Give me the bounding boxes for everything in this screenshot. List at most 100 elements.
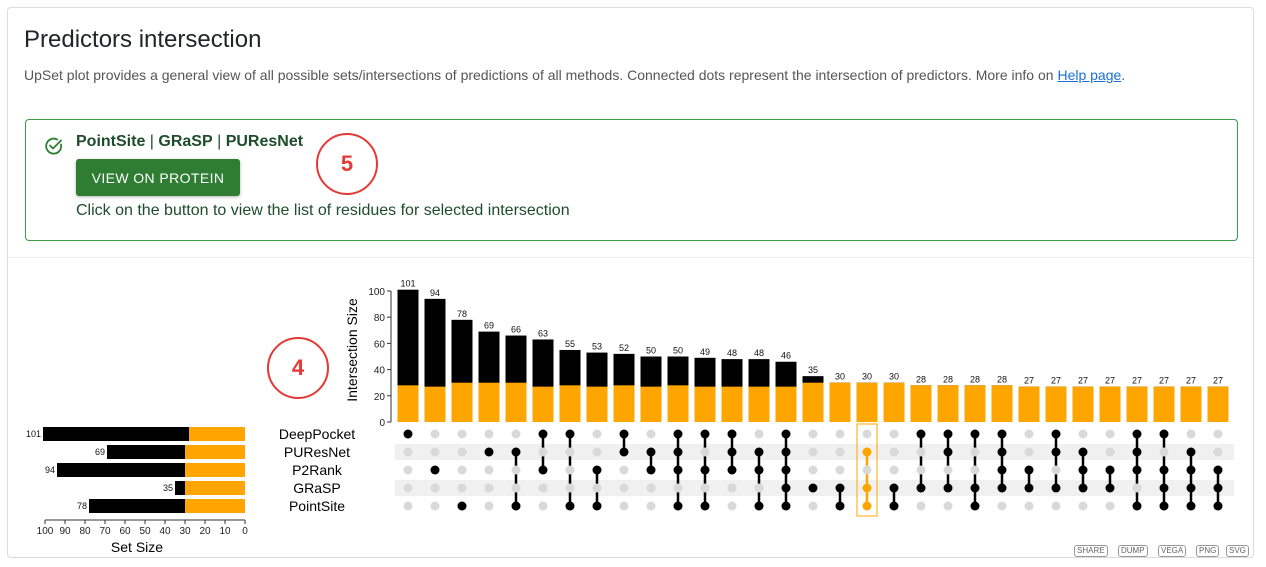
export-vega-button[interactable]: VEGA xyxy=(1158,545,1187,557)
membership-dot-inactive xyxy=(592,429,602,439)
set-size-tick-label: 30 xyxy=(179,526,191,537)
membership-dot-active xyxy=(484,447,494,457)
membership-dot-inactive xyxy=(916,501,926,511)
membership-dot-active xyxy=(727,465,737,475)
set-size-bar-highlight xyxy=(185,481,245,495)
membership-dot-inactive xyxy=(457,429,467,439)
intersection-value-label: 30 xyxy=(862,372,872,382)
membership-dot-inactive xyxy=(538,483,548,493)
export-svg-button[interactable]: SVG xyxy=(1226,545,1249,557)
intersection-bar-highlight xyxy=(883,382,905,422)
membership-dot-active xyxy=(943,429,953,439)
membership-dot-inactive xyxy=(808,447,818,457)
membership-dot-inactive xyxy=(727,483,737,493)
membership-dot-active xyxy=(970,483,980,493)
membership-dot-active xyxy=(1213,483,1223,493)
intersection-value-label: 101 xyxy=(400,279,415,289)
membership-dot-inactive xyxy=(565,483,575,493)
selected-sets: PointSite | GRaSP | PUResNet xyxy=(76,133,303,151)
membership-dot-active xyxy=(727,429,737,439)
description-end: . xyxy=(1121,67,1126,83)
intersection-bar-highlight xyxy=(1153,386,1175,422)
intersection-value-label: 78 xyxy=(457,309,467,319)
membership-dot-active xyxy=(592,501,602,511)
set-size-axis-label: Set Size xyxy=(111,539,163,555)
view-on-protein-button[interactable]: VIEW ON PROTEIN xyxy=(76,159,240,196)
set-size-tick-label: 90 xyxy=(59,526,71,537)
membership-dot-inactive xyxy=(646,429,656,439)
intersection-bar-highlight xyxy=(829,382,851,422)
intersection-value-label: 69 xyxy=(484,321,494,331)
membership-dot-inactive xyxy=(1132,483,1142,493)
intersection-bar-highlight xyxy=(721,386,743,422)
help-page-link[interactable]: Help page xyxy=(1057,67,1122,83)
selected-set-1: PointSite xyxy=(76,133,146,150)
selected-intersection-outline xyxy=(856,423,878,517)
membership-dot-inactive xyxy=(592,483,602,493)
membership-dot-active xyxy=(754,447,764,457)
membership-dot-inactive xyxy=(970,447,980,457)
membership-dot-active xyxy=(700,429,710,439)
membership-dot-active xyxy=(916,483,926,493)
membership-dot-active xyxy=(727,447,737,457)
set-size-tick-label: 70 xyxy=(99,526,111,537)
membership-dot-inactive xyxy=(727,501,737,511)
set-size-tick-label: 60 xyxy=(119,526,131,537)
membership-dot-inactive xyxy=(862,429,872,439)
membership-dot-active xyxy=(1078,483,1088,493)
membership-dot-inactive xyxy=(835,447,845,457)
membership-dot-inactive xyxy=(619,501,629,511)
description-text: UpSet plot provides a general view of al… xyxy=(24,67,1058,83)
intersection-bar-highlight xyxy=(505,382,527,422)
membership-dot-active xyxy=(511,447,521,457)
membership-dot-inactive xyxy=(1105,447,1115,457)
membership-dot-inactive xyxy=(1078,429,1088,439)
intersection-bar-highlight xyxy=(1126,386,1148,422)
export-png-button[interactable]: PNG xyxy=(1196,545,1220,557)
membership-dot-inactive xyxy=(511,483,521,493)
set-size-bar-highlight xyxy=(185,499,245,513)
selected-set-3: PUResNet xyxy=(225,133,304,150)
set-size-value-label: 101 xyxy=(26,429,41,439)
membership-dot-active xyxy=(430,465,440,475)
export-dump-button[interactable]: DUMP xyxy=(1118,545,1148,557)
membership-dot-inactive xyxy=(808,465,818,475)
membership-dot-active xyxy=(1078,447,1088,457)
intersection-value-label: 55 xyxy=(565,339,575,349)
membership-dot-active xyxy=(673,501,683,511)
intersection-bar-highlight xyxy=(1180,386,1202,422)
selected-set-2: GRaSP xyxy=(158,133,213,150)
divider xyxy=(8,257,1253,258)
intersection-value-label: 28 xyxy=(997,374,1007,384)
set-name-label: DeepPocket xyxy=(279,426,355,442)
intersection-bar-highlight xyxy=(1018,386,1040,422)
membership-dot-active xyxy=(1159,429,1169,439)
membership-dot-inactive xyxy=(1105,429,1115,439)
intersection-bar-highlight xyxy=(1045,386,1067,422)
intersection-value-label: 27 xyxy=(1078,376,1088,386)
membership-dot-active xyxy=(1186,501,1196,511)
annotation-marker-4: 4 xyxy=(267,337,329,399)
membership-dot-inactive xyxy=(943,501,953,511)
intersection-bar-highlight xyxy=(478,382,500,422)
intersection-bar-highlight xyxy=(640,386,662,422)
export-share-button[interactable]: SHARE xyxy=(1074,545,1108,557)
membership-dot-inactive xyxy=(1078,501,1088,511)
intersection-bar-highlight xyxy=(991,385,1013,422)
annotation-marker-5: 5 xyxy=(316,133,378,195)
membership-dot-active xyxy=(673,465,683,475)
membership-dot-active xyxy=(511,501,521,511)
intersection-value-label: 63 xyxy=(538,328,548,338)
membership-dot-inactive xyxy=(484,501,494,511)
y-tick-label: 100 xyxy=(368,287,385,298)
membership-dot-inactive xyxy=(484,465,494,475)
membership-dot-inactive xyxy=(997,501,1007,511)
membership-dot-active xyxy=(997,483,1007,493)
intersection-bar-highlight xyxy=(802,382,824,422)
set-name-label: GRaSP xyxy=(293,480,340,496)
membership-dot-inactive xyxy=(1213,447,1223,457)
intersection-bar-highlight xyxy=(532,386,554,422)
set-size-bar-highlight xyxy=(185,445,245,459)
membership-dot-active xyxy=(1078,465,1088,475)
set-name-label: PUResNet xyxy=(284,444,350,460)
